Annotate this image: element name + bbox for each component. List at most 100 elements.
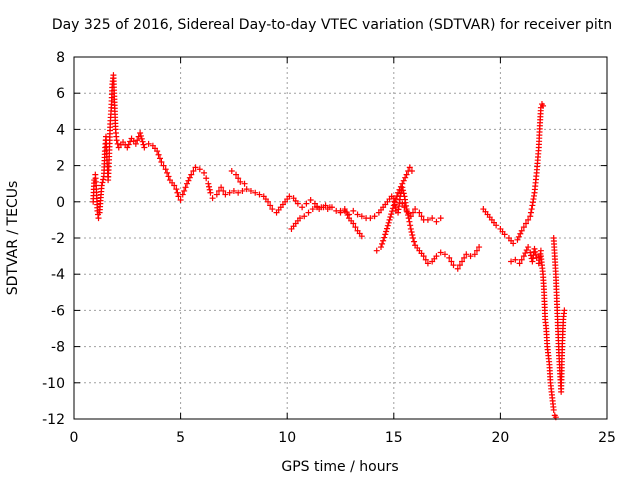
data-points: [90, 72, 568, 421]
data-point: [407, 225, 414, 232]
data-point: [140, 141, 147, 148]
data-point: [354, 211, 361, 218]
data-point: [550, 406, 557, 413]
data-point: [532, 251, 539, 258]
y-tick-label: -12: [42, 412, 65, 428]
data-point: [294, 200, 301, 207]
data-point: [476, 244, 483, 251]
x-tick-label: 20: [491, 430, 509, 446]
data-point: [350, 220, 357, 227]
data-point: [183, 180, 190, 187]
data-point: [138, 135, 145, 142]
data-point: [399, 200, 406, 207]
data-point: [406, 218, 413, 225]
data-point: [411, 238, 418, 245]
data-point: [409, 209, 416, 216]
data-point: [182, 184, 189, 191]
data-point: [206, 186, 213, 193]
data-point: [532, 248, 539, 255]
data-point: [174, 189, 181, 196]
data-point: [179, 191, 186, 198]
data-point: [192, 164, 199, 171]
data-point: [493, 222, 500, 229]
y-tick-label: -2: [51, 231, 65, 247]
data-point: [525, 216, 532, 223]
data-point: [113, 137, 120, 144]
data-point: [518, 256, 525, 263]
data-point: [433, 218, 440, 225]
data-point: [185, 177, 192, 184]
data-point: [367, 215, 374, 222]
data-point: [286, 193, 293, 200]
data-point: [446, 254, 453, 261]
data-point: [243, 186, 250, 193]
data-point: [344, 212, 351, 219]
data-point: [307, 196, 314, 203]
data-point: [337, 207, 344, 214]
data-point: [190, 168, 197, 175]
data-point: [561, 307, 568, 314]
y-tick-label: 2: [56, 159, 65, 175]
data-point: [352, 224, 359, 231]
data-point: [145, 140, 152, 147]
data-point: [235, 189, 242, 196]
data-point: [207, 189, 214, 196]
y-tick-label: -4: [51, 267, 65, 283]
data-point: [400, 190, 407, 197]
data-point: [237, 178, 244, 185]
data-point: [318, 204, 325, 211]
data-point: [114, 140, 121, 147]
data-point: [139, 138, 146, 145]
data-point: [296, 215, 303, 222]
y-axis-ticks: -12 -10 -8 -6 -4 -2 0 2 4 6 8: [42, 50, 607, 428]
data-point: [95, 215, 102, 222]
data-point: [326, 204, 333, 211]
data-point: [247, 187, 254, 194]
data-point: [162, 166, 169, 173]
data-point: [528, 206, 535, 213]
data-point: [540, 102, 547, 109]
data-point: [510, 240, 517, 247]
data-point: [100, 176, 107, 183]
data-point: [437, 249, 444, 256]
data-point: [303, 200, 310, 207]
x-axis-label: GPS time / hours: [281, 459, 398, 475]
data-point: [203, 175, 210, 182]
data-point: [186, 174, 193, 181]
data-point: [386, 216, 393, 223]
data-point: [373, 247, 380, 254]
data-point: [155, 151, 162, 158]
data-point: [301, 213, 308, 220]
data-point: [527, 209, 534, 216]
data-point: [429, 215, 436, 222]
data-point: [137, 130, 144, 137]
data-point: [463, 251, 470, 258]
data-point: [156, 155, 163, 162]
data-point: [459, 258, 466, 265]
data-point: [181, 187, 188, 194]
data-point: [265, 198, 272, 205]
data-point: [407, 222, 414, 229]
data-point: [523, 247, 530, 254]
y-tick-label: 0: [56, 195, 65, 211]
data-point: [471, 251, 478, 258]
data-point: [226, 189, 233, 196]
data-point: [233, 171, 240, 178]
data-point: [222, 191, 229, 198]
data-point: [441, 251, 448, 258]
y-tick-label: -6: [51, 303, 65, 319]
data-point: [508, 258, 515, 265]
data-point: [124, 144, 131, 151]
x-tick-label: 0: [70, 430, 79, 446]
data-point: [241, 180, 248, 187]
data-point: [309, 206, 316, 213]
x-tick-label: 15: [385, 430, 403, 446]
data-point: [269, 206, 276, 213]
data-point: [400, 187, 407, 194]
data-point: [343, 209, 350, 216]
data-point: [239, 187, 246, 194]
data-point: [384, 222, 391, 229]
data-point: [395, 189, 402, 196]
data-point: [341, 206, 348, 213]
